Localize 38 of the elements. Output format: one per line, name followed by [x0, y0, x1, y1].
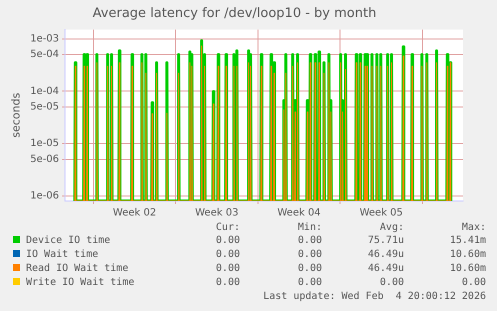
chart-title: Average latency for /dev/loop10 - by month: [92, 6, 376, 22]
text: 46.49u: [366, 262, 405, 276]
text: Last update: Wed Feb 4 20:00:12 2026: [262, 290, 487, 304]
y-tick-label: 5e-06: [30, 154, 60, 165]
y-tick-label: 1e-06: [30, 190, 60, 202]
text: 0.00: [460, 276, 487, 290]
legend-label: Read IO Wait time: [25, 262, 130, 276]
text: 0.00: [296, 234, 323, 248]
text: 10.60m: [448, 262, 487, 276]
y-tick-label: 5e-05: [30, 102, 60, 113]
text: 10.60m: [448, 248, 487, 262]
text: 0.00: [214, 276, 241, 290]
x-tick-label: Week 04: [277, 208, 321, 219]
text: 0.00: [214, 234, 241, 248]
text: Cur:: [214, 222, 241, 234]
y-tick-label: 1e-04: [30, 86, 60, 97]
legend-label: Device IO time: [25, 234, 112, 248]
text: 46.49u: [366, 248, 405, 262]
x-tick-label: Week 03: [195, 208, 238, 219]
x-tick-label: Week 05: [360, 208, 403, 219]
y-axis-title: seconds: [9, 92, 22, 138]
x-tick-label: Week 02: [112, 208, 156, 219]
y-tick-label: 5e-04: [30, 49, 60, 60]
text: 0.00: [214, 262, 241, 276]
text: 0.00: [296, 262, 323, 276]
text: 15.41m: [448, 234, 487, 248]
text: Avg:: [378, 222, 405, 234]
y-tick-label: 1e-03: [30, 33, 60, 44]
y-tick-label: 1e-05: [30, 138, 60, 150]
text: Min:: [296, 222, 323, 234]
legend-label: Write IO Wait time: [25, 276, 136, 290]
text: 75.71u: [366, 234, 405, 248]
text: 0.00: [296, 276, 323, 290]
legend-label: IO Wait time: [25, 248, 100, 262]
text: 0.00: [378, 276, 405, 290]
text: 0.00: [214, 248, 241, 262]
text: 0.00: [296, 248, 323, 262]
text: Max:: [460, 222, 487, 234]
